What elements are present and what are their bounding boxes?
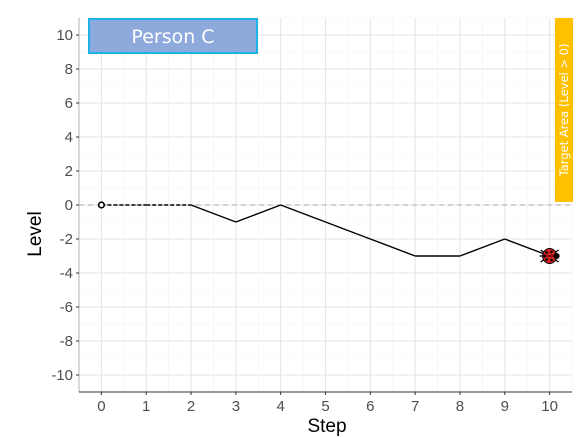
target-area-banner: Target Area (Level > 0): [555, 18, 573, 202]
y-tick-label: -4: [60, 265, 73, 282]
x-tick-label: 5: [321, 398, 329, 415]
y-tick-label: -8: [60, 333, 73, 350]
y-tick-label: -6: [60, 299, 73, 316]
person-label-box: Person C: [88, 18, 258, 54]
path-segment: [325, 221, 371, 240]
x-tick-label: 7: [411, 398, 419, 415]
ladybug-spot: [550, 250, 553, 254]
series-line: [97, 201, 550, 257]
x-tick-label: 8: [456, 398, 464, 415]
x-tick-label: 2: [187, 398, 195, 415]
y-tick-label: 4: [65, 129, 73, 146]
y-tick-labels: 10 8 6 4 2 0 -2 -4 -6 -8 -10: [51, 27, 79, 384]
x-tick-label: 3: [232, 398, 240, 415]
path-segment: [459, 238, 506, 257]
y-axis-title: Level: [25, 211, 46, 256]
x-tick-label: 4: [277, 398, 285, 415]
x-tick-label: 1: [142, 398, 150, 415]
path-segment: [504, 238, 550, 257]
path-segment: [280, 204, 326, 223]
x-tick-label: 0: [97, 398, 105, 415]
ladybug-head: [553, 253, 560, 259]
y-tick-label: 6: [65, 95, 73, 112]
y-tick-label: 0: [65, 197, 73, 214]
path-segment: [190, 204, 237, 223]
y-tick-label: -2: [60, 231, 73, 248]
path-segment: [370, 238, 416, 257]
ladybug-spot: [545, 258, 548, 261]
x-tick-label: 10: [541, 398, 558, 415]
x-tick-label: 9: [501, 398, 509, 415]
x-tick-labels: 0 1 2 3 4 5 6 7 8 9 10: [97, 392, 558, 415]
ladybug-icon: [539, 248, 560, 264]
ladybug-spot: [550, 258, 553, 262]
x-tick-label: 6: [366, 398, 374, 415]
ladybug-spot: [543, 254, 546, 258]
ladybug-spot: [545, 251, 548, 254]
x-axis-title: Step: [307, 416, 346, 437]
y-tick-label: 2: [65, 163, 73, 180]
target-area-label: Target Area (Level > 0): [557, 44, 571, 178]
y-tick-label: 10: [56, 27, 73, 44]
grid: [78, 17, 573, 393]
y-tick-label: -10: [51, 367, 73, 384]
path-segment: [235, 204, 281, 223]
y-tick-label: 8: [65, 61, 73, 78]
person-label: Person C: [131, 26, 214, 48]
start-point: [97, 201, 106, 209]
